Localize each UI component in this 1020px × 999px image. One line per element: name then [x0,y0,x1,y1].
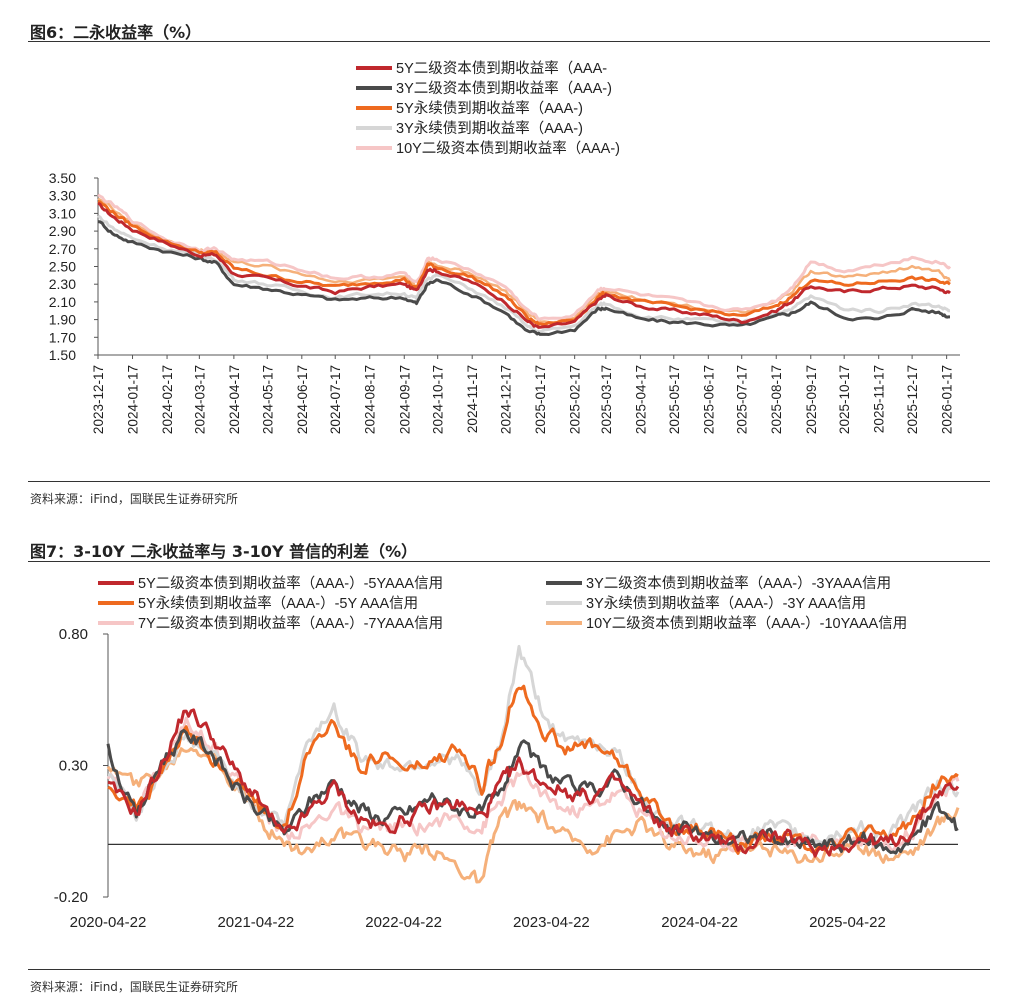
x-tick-label: 2025-05-17 [667,365,682,434]
x-tick-label: 2024-04-17 [227,365,242,434]
x-tick-label: 2025-08-17 [769,365,784,434]
x-tick-label: 2025-06-17 [701,365,716,434]
x-tick-label: 2024-03-17 [192,365,207,434]
figure7-source: 资料来源：iFind，国联民生证券研究所 [30,980,238,994]
figure6-title: 图6：二永收益率（%） [30,23,202,42]
x-tick-label: 2024-04-22 [661,914,738,931]
figure7-top-rule [28,561,990,562]
series-line [97,193,952,322]
x-tick-label: 2024-05-17 [260,365,275,434]
series-line [107,644,960,849]
x-tick-label: 2025-04-17 [633,365,648,434]
y-tick-label: 2.50 [49,259,76,275]
legend-label: 3Y二级资本债到期收益率（AAA-）-3YAAA信用 [586,575,891,592]
x-tick-label: 2020-04-22 [70,914,147,931]
legend-label: 3Y永续债到期收益率（AAA-) [396,120,583,137]
x-tick-label: 2025-11-17 [872,365,887,433]
y-tick-label: 2.70 [49,241,76,257]
y-tick-label: -0.20 [54,889,88,906]
y-tick-label: 1.90 [49,312,76,328]
figure6-source: 资料来源：iFind，国联民生证券研究所 [30,492,238,506]
x-tick-label: 2026-01-17 [940,365,955,434]
x-tick-label: 2025-04-22 [809,914,886,931]
y-tick-label: 0.30 [59,758,88,775]
series-line [106,728,959,855]
y-tick-label: 2.30 [49,276,76,292]
x-tick-label: 2024-01-17 [126,365,141,434]
legend-label: 5Y二级资本债到期收益率（AAA-）-5YAAA信用 [138,575,443,592]
figure7-title: 图7：3-10Y 二永收益率与 3-10Y 普信的利差（%） [30,542,418,561]
x-tick-label: 2023-04-22 [513,914,590,931]
x-tick-label: 2025-09-17 [804,365,819,434]
x-tick-label: 2025-12-17 [905,365,920,434]
x-tick-label: 2022-04-22 [365,914,442,931]
x-tick-label: 2024-02-17 [160,365,175,434]
figure6-chart: 5Y二级资本债到期收益率（AAA- 3Y二级资本债到期收益率（AAA-) 5Y永续债… [49,60,960,434]
y-tick-label: 3.10 [49,205,76,221]
y-tick-label: 2.10 [49,294,76,310]
figure6-top-rule [28,41,990,42]
legend-label: 5Y二级资本债到期收益率（AAA- [396,60,607,77]
x-tick-label: 2024-10-17 [431,365,446,434]
series-line [97,201,951,329]
x-tick-label: 2024-12-17 [499,365,514,434]
x-tick-label: 2025-01-17 [533,365,548,434]
legend-label: 10Y二级资本债到期收益率（AAA-）-10YAAA信用 [586,615,907,632]
series-line [97,214,951,334]
y-tick-label: 2.90 [49,223,76,239]
figure6-bottom-rule [28,481,990,482]
series-line [97,199,951,327]
legend-label: 3Y永续债到期收益率（AAA-）-3Y AAA信用 [586,595,866,612]
x-tick-label: 2025-02-17 [568,365,583,434]
y-tick-label: 1.50 [49,347,76,363]
y-tick-label: 3.50 [49,170,76,186]
legend-label: 5Y永续债到期收益率（AAA-) [396,100,583,117]
series-line [107,708,960,858]
legend-label: 3Y二级资本债到期收益率（AAA-) [396,80,612,97]
x-tick-label: 2023-12-17 [91,365,106,434]
x-tick-label: 2024-06-17 [295,365,310,434]
x-tick-label: 2024-08-17 [363,365,378,434]
x-tick-label: 2024-11-17 [465,365,480,433]
x-tick-label: 2024-09-17 [397,365,412,434]
figure7-bottom-rule [28,969,990,970]
x-tick-label: 2021-04-22 [217,914,294,931]
x-tick-label: 2024-07-17 [328,365,343,434]
y-tick-label: 1.70 [49,329,76,345]
y-tick-label: 3.30 [49,188,76,204]
x-tick-label: 2025-03-17 [599,365,614,434]
x-tick-label: 2025-10-17 [837,365,852,434]
legend-label: 5Y永续债到期收益率（AAA-）-5Y AAA信用 [138,595,418,612]
legend-label: 10Y二级资本债到期收益率（AAA-) [396,140,620,157]
series-line [97,220,951,336]
x-tick-label: 2025-07-17 [735,365,750,434]
y-tick-label: 0.80 [59,626,88,643]
legend-label: 7Y二级资本债到期收益率（AAA-）-7YAAA信用 [138,615,443,632]
